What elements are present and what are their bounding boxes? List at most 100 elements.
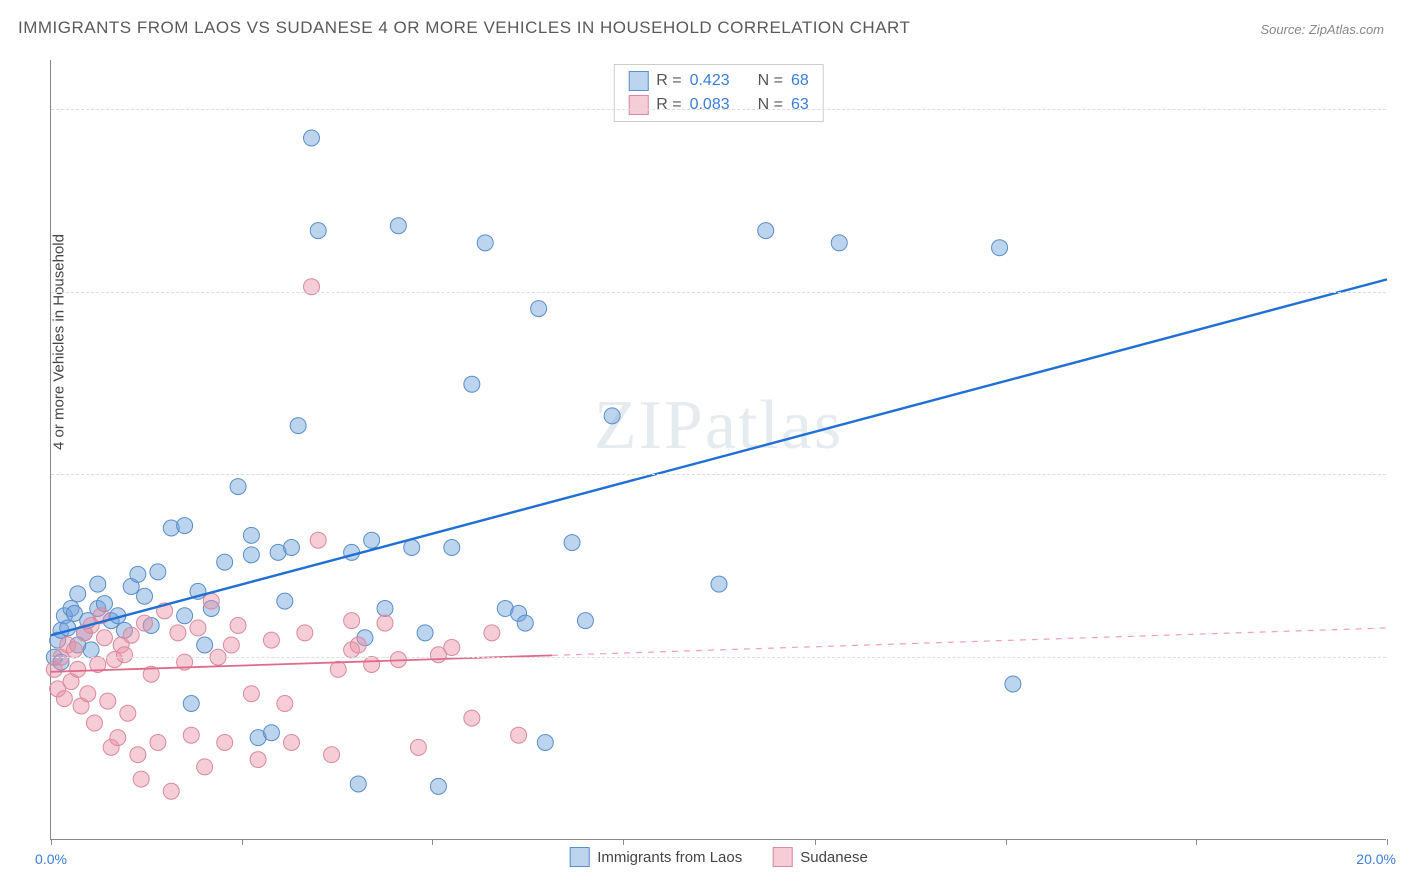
legend-series-label: Immigrants from Laos	[597, 849, 742, 866]
data-point	[537, 735, 553, 751]
x-tick	[1196, 839, 1197, 845]
y-tick-label: 15.0%	[1393, 466, 1406, 482]
gridline	[51, 657, 1386, 658]
data-point	[324, 747, 340, 763]
data-point	[133, 771, 149, 787]
data-point	[464, 376, 480, 392]
regression-line-dashed	[552, 628, 1387, 655]
data-point	[564, 535, 580, 551]
data-point	[263, 632, 279, 648]
data-point	[197, 637, 213, 653]
legend-swatch	[569, 847, 589, 867]
data-point	[86, 715, 102, 731]
legend-r-value: 0.083	[690, 96, 730, 114]
x-tick	[432, 839, 433, 845]
data-point	[758, 223, 774, 239]
legend-stats-box: R =0.423N =68R =0.083N =63	[613, 64, 824, 122]
data-point	[604, 408, 620, 424]
data-point	[230, 618, 246, 634]
data-point	[364, 657, 380, 673]
legend-swatch	[772, 847, 792, 867]
legend-n-label: N =	[758, 96, 783, 114]
x-tick	[51, 839, 52, 845]
data-point	[60, 620, 76, 636]
data-point	[137, 615, 153, 631]
data-point	[277, 593, 293, 609]
data-point	[243, 527, 259, 543]
x-axis-min-label: 0.0%	[35, 851, 67, 867]
data-point	[477, 235, 493, 251]
legend-stat-row: R =0.083N =63	[628, 93, 809, 117]
gridline	[51, 474, 1386, 475]
data-point	[444, 639, 460, 655]
data-point	[1005, 676, 1021, 692]
data-point	[183, 727, 199, 743]
data-point	[110, 730, 126, 746]
data-point	[96, 630, 112, 646]
plot-area: 4 or more Vehicles in Household ZIPatlas…	[50, 60, 1386, 840]
data-point	[177, 518, 193, 534]
data-point	[116, 647, 132, 663]
data-point	[190, 620, 206, 636]
data-point	[120, 705, 136, 721]
data-point	[217, 554, 233, 570]
data-point	[297, 625, 313, 641]
x-tick	[623, 839, 624, 845]
data-point	[464, 710, 480, 726]
data-point	[417, 625, 433, 641]
data-point	[350, 776, 366, 792]
x-tick	[1387, 839, 1388, 845]
data-point	[430, 778, 446, 794]
y-tick-label: 7.5%	[1393, 649, 1406, 665]
legend-swatch	[628, 71, 648, 91]
y-tick-label: 30.0%	[1393, 101, 1406, 117]
legend-series-item: Sudanese	[772, 847, 868, 867]
x-axis-max-label: 20.0%	[1356, 851, 1396, 867]
data-point	[243, 547, 259, 563]
data-point	[404, 540, 420, 556]
data-point	[310, 223, 326, 239]
data-point	[310, 532, 326, 548]
data-point	[177, 608, 193, 624]
data-point	[217, 735, 233, 751]
data-point	[223, 637, 239, 653]
data-point	[70, 586, 86, 602]
data-point	[283, 735, 299, 751]
data-point	[711, 576, 727, 592]
data-point	[203, 593, 219, 609]
data-point	[390, 218, 406, 234]
data-point	[197, 759, 213, 775]
data-point	[344, 544, 360, 560]
x-tick	[1006, 839, 1007, 845]
legend-r-label: R =	[656, 72, 681, 90]
data-point	[410, 739, 426, 755]
legend-bottom: Immigrants from Laos Sudanese	[569, 847, 868, 867]
data-point	[183, 696, 199, 712]
data-point	[243, 686, 259, 702]
chart-svg	[51, 60, 1386, 839]
data-point	[100, 693, 116, 709]
data-point	[511, 727, 527, 743]
data-point	[992, 240, 1008, 256]
data-point	[304, 130, 320, 146]
data-point	[330, 661, 346, 677]
data-point	[230, 479, 246, 495]
data-point	[484, 625, 500, 641]
legend-r-label: R =	[656, 96, 681, 114]
data-point	[150, 735, 166, 751]
data-point	[344, 613, 360, 629]
legend-stat-row: R =0.423N =68	[628, 69, 809, 93]
data-point	[377, 615, 393, 631]
data-point	[130, 566, 146, 582]
data-point	[364, 532, 380, 548]
data-point	[70, 661, 86, 677]
data-point	[377, 600, 393, 616]
gridline	[51, 109, 1386, 110]
data-point	[250, 752, 266, 768]
chart-title: IMMIGRANTS FROM LAOS VS SUDANESE 4 OR MO…	[18, 18, 910, 38]
legend-r-value: 0.423	[690, 72, 730, 90]
data-point	[531, 301, 547, 317]
data-point	[444, 540, 460, 556]
data-point	[163, 783, 179, 799]
data-point	[170, 625, 186, 641]
